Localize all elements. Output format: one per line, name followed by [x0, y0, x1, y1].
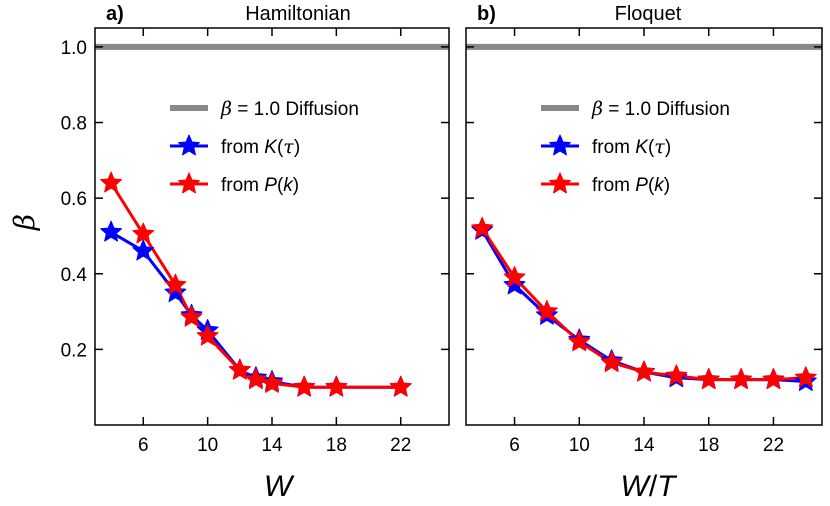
data-point-p-b — [665, 364, 688, 386]
x-tick-label-a: 18 — [326, 435, 347, 456]
series-line-p-a — [109, 182, 401, 389]
y-axis-label: β — [8, 214, 41, 231]
legend-p-var-a: P — [264, 175, 277, 196]
data-point-p-a — [228, 358, 251, 380]
data-point-k-b — [503, 273, 526, 295]
data-point-p-b — [471, 216, 494, 238]
data-point-p-b — [762, 368, 785, 390]
x-tick-label-a: 6 — [138, 435, 149, 456]
data-point-p-a — [164, 273, 187, 295]
x-tick-label-b: 22 — [763, 435, 784, 456]
legend-p-from-a: from — [221, 175, 264, 196]
data-point-k-a — [132, 239, 155, 261]
data-point-p-b — [600, 351, 623, 373]
legend-k-var-b: K — [635, 137, 649, 158]
legend-ref-label-b: β = 1.0 Diffusion — [591, 98, 730, 120]
legend-ref-symbol-b: β — [591, 98, 603, 120]
y-tick-label: 0.8 — [61, 114, 87, 135]
series-line-k-a — [110, 230, 401, 389]
data-point-p-a — [180, 305, 203, 327]
panel-floquet: b) Floquet 6 10 14 18 22 β = 1.0 Diffusion f… — [465, 3, 823, 503]
legend-p-marker-b — [549, 172, 571, 194]
legend-k-label-b: from K(τ) — [592, 136, 671, 158]
legend-k-marker-a — [178, 134, 200, 156]
x-tick-label-b: 14 — [633, 435, 655, 456]
x-tick-label-b: 18 — [698, 435, 719, 456]
data-point-k-a — [164, 281, 187, 303]
data-point-p-a — [325, 375, 348, 397]
data-point-p-a — [261, 371, 283, 393]
legend-p-label-b: from P(k) — [592, 175, 670, 196]
legend-k-var-a: K — [264, 137, 278, 158]
x-axis-label-b-t: T — [657, 470, 678, 503]
legend-p-label-a: from P(k) — [221, 175, 299, 196]
panel-title-b: Floquet — [615, 3, 682, 25]
legend-ref-rest-b: = 1.0 Diffusion — [603, 99, 730, 120]
x-axis-label-b: W/T — [621, 470, 679, 503]
x-axis-label-b-slash: / — [649, 470, 658, 503]
legend-k-label-a: from K(τ) — [221, 136, 300, 158]
legend-p-open-b: ( — [648, 175, 655, 196]
series-line-p-b — [480, 227, 806, 382]
legend-a: β = 1.0 Diffusion from K(τ) from P(k) — [170, 98, 359, 196]
data-point-p-a — [100, 171, 123, 193]
panel-title-a: Hamiltonian — [245, 3, 351, 25]
legend-k-from-b: from — [592, 137, 635, 158]
panel-letter-b: b) — [477, 3, 496, 25]
legend-p-marker-a — [178, 172, 200, 194]
legend-p-arg-a: k — [283, 175, 294, 196]
data-point-p-b — [503, 266, 526, 287]
data-point-k-a — [100, 220, 123, 242]
legend-ref-rest-a: = 1.0 Diffusion — [232, 99, 359, 120]
panel-hamiltonian: a) Hamiltonian 6 10 14 18 220.20.40.60.81.0 … — [8, 3, 450, 503]
x-axis-label-a: W — [264, 470, 295, 503]
legend-k-close-a: ) — [294, 137, 300, 158]
data-point-p-a — [196, 324, 219, 346]
x-tick-label-a: 22 — [390, 435, 411, 456]
legend-k-open-a: ( — [277, 137, 284, 158]
legend-p-close-a: ) — [293, 175, 299, 196]
legend-k-close-b: ) — [665, 137, 671, 158]
x-tick-label-a: 14 — [261, 435, 283, 456]
y-tick-label: 1.0 — [61, 38, 87, 59]
plot-area-a: 6 10 14 18 22 0.2 0.4 0.6 0.8 1.0 — [61, 27, 450, 456]
legend-p-var-b: P — [635, 175, 648, 196]
y-tick-label: 0.6 — [61, 189, 87, 210]
legend-k-arg-a: τ — [283, 136, 294, 158]
legend-k-arg-b: τ — [654, 136, 665, 158]
x-axis-label-b-w: W — [621, 470, 652, 503]
data-point-p-a — [244, 368, 267, 390]
legend-p-close-b: ) — [664, 175, 670, 196]
legend-p-from-b: from — [592, 175, 635, 196]
y-tick-label: 0.4 — [61, 265, 88, 286]
legend-k-from-a: from — [221, 137, 264, 158]
data-point-p-b — [568, 330, 591, 352]
legend-b: β = 1.0 Diffusion from K(τ) from P(k) — [541, 98, 730, 196]
legend-ref-symbol-a: β — [220, 98, 232, 120]
legend-k-marker-b — [549, 134, 571, 156]
plot-area-b: 6 10 14 18 22 — [465, 27, 823, 456]
y-tick-label: 0.2 — [61, 340, 87, 361]
data-point-p-b — [794, 366, 817, 388]
legend-p-open-a: ( — [277, 175, 284, 196]
data-point-p-b — [535, 300, 558, 321]
legend-ref-label-a: β = 1.0 Diffusion — [220, 98, 359, 120]
data-point-p-a — [389, 375, 412, 397]
data-point-p-b — [730, 368, 753, 390]
data-point-p-a — [293, 375, 316, 397]
legend-k-open-b: ( — [648, 137, 655, 158]
plot-frame-a — [94, 27, 450, 426]
x-tick-label-b: 10 — [569, 435, 590, 456]
data-point-p-a — [132, 222, 155, 244]
legend-p-arg-b: k — [654, 175, 665, 196]
panel-letter-a: a) — [106, 3, 124, 25]
x-tick-label-b: 6 — [509, 435, 520, 456]
series-line-k-b — [480, 229, 806, 384]
data-point-p-b — [633, 360, 655, 382]
x-tick-label-a: 10 — [197, 435, 218, 456]
data-point-p-b — [697, 368, 720, 390]
